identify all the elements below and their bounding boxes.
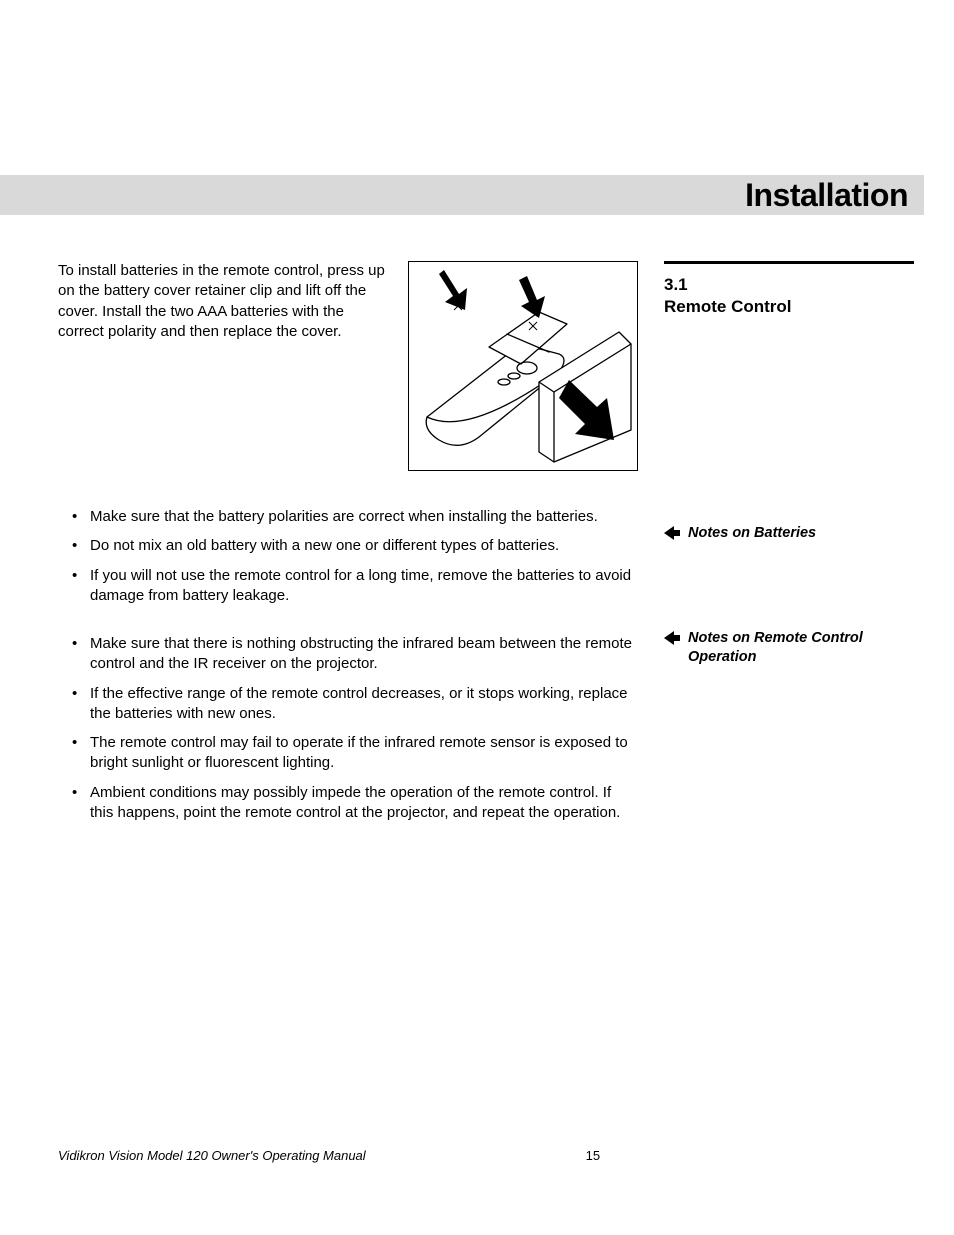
list-item: Do not mix an old battery with a new one… [72, 536, 638, 556]
side-note-batteries: Notes on Batteries [664, 524, 914, 543]
footer-page-number: 15 [586, 1148, 600, 1163]
remote-battery-illustration [408, 261, 638, 471]
arrow-left-icon [664, 526, 680, 540]
side-note-label: Notes on Batteries [688, 524, 816, 543]
list-item: Ambient conditions may possibly impede t… [72, 783, 638, 824]
section-title: Remote Control [664, 296, 914, 318]
list-item: Make sure that there is nothing obstruct… [72, 634, 638, 675]
page-footer: Vidikron Vision Model 120 Owner's Operat… [58, 1148, 914, 1163]
side-note-label: Notes on Remote Control Operation [688, 629, 914, 667]
chapter-header: Installation [0, 175, 924, 215]
operation-notes-list: Make sure that there is nothing obstruct… [72, 634, 638, 823]
section-number: 3.1 [664, 274, 914, 296]
list-item: If the effective range of the remote con… [72, 684, 638, 725]
list-item: If you will not use the remote control f… [72, 566, 638, 607]
battery-notes-list: Make sure that the battery polarities ar… [72, 507, 638, 606]
intro-paragraph: To install batteries in the remote contr… [58, 261, 390, 471]
chapter-title: Installation [745, 177, 908, 214]
list-item: The remote control may fail to operate i… [72, 733, 638, 774]
footer-manual-name: Vidikron Vision Model 120 Owner's Operat… [58, 1148, 366, 1163]
arrow-left-icon [664, 631, 680, 645]
section-rule [664, 261, 914, 264]
list-item: Make sure that the battery polarities ar… [72, 507, 638, 527]
side-note-operation: Notes on Remote Control Operation [664, 629, 914, 667]
